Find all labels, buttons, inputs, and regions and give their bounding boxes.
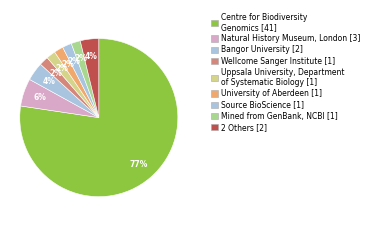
Text: 2%: 2% [74, 54, 87, 63]
Wedge shape [20, 39, 178, 197]
Legend: Centre for Biodiversity
Genomics [41], Natural History Museum, London [3], Bango: Centre for Biodiversity Genomics [41], N… [211, 13, 361, 132]
Wedge shape [55, 47, 99, 118]
Wedge shape [71, 41, 99, 118]
Text: 2%: 2% [55, 64, 68, 73]
Text: 4%: 4% [42, 77, 55, 86]
Text: 2%: 2% [61, 60, 74, 69]
Wedge shape [63, 43, 99, 118]
Text: 4%: 4% [85, 52, 98, 61]
Wedge shape [47, 52, 99, 118]
Wedge shape [41, 58, 99, 118]
Text: 2%: 2% [68, 57, 81, 66]
Wedge shape [30, 64, 99, 118]
Text: 6%: 6% [34, 93, 47, 102]
Text: 77%: 77% [130, 160, 148, 169]
Wedge shape [80, 39, 99, 118]
Wedge shape [21, 79, 99, 118]
Text: 2%: 2% [49, 69, 62, 78]
